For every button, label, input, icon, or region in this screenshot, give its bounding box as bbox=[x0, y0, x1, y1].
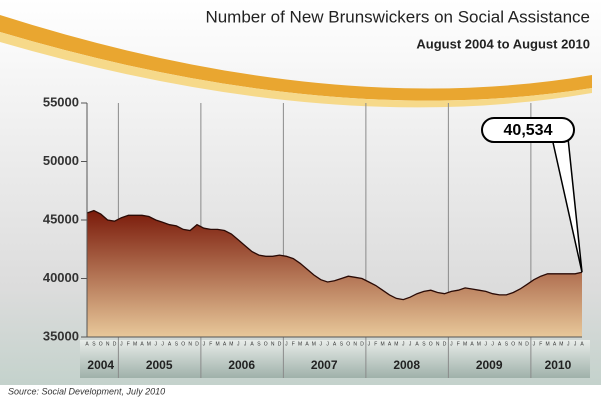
x-tick-label: O bbox=[181, 341, 185, 347]
year-label: 2004 bbox=[87, 358, 114, 372]
x-tick-label: J bbox=[320, 341, 323, 347]
year-label: 2007 bbox=[311, 358, 338, 372]
x-tick-label: J bbox=[485, 341, 488, 347]
x-tick-label: D bbox=[360, 341, 364, 347]
x-tick-label: S bbox=[257, 341, 261, 347]
x-tick-label: M bbox=[381, 341, 385, 347]
x-tick-label: O bbox=[429, 341, 433, 347]
x-tick-label: M bbox=[216, 341, 220, 347]
x-tick-label: M bbox=[477, 341, 481, 347]
callout-box bbox=[481, 117, 575, 143]
value-label: 40,534 bbox=[504, 122, 553, 139]
year-label: 2009 bbox=[476, 358, 503, 372]
x-tick-label: A bbox=[553, 341, 557, 347]
x-tick-label: A bbox=[415, 341, 419, 347]
x-tick-label: D bbox=[525, 341, 529, 347]
x-tick-label: M bbox=[394, 341, 398, 347]
x-tick-label: M bbox=[546, 341, 550, 347]
chart-title: Number of New Brunswickers on Social Ass… bbox=[205, 7, 590, 26]
x-tick-label: A bbox=[168, 341, 172, 347]
area bbox=[87, 210, 582, 337]
x-tick-label: S bbox=[505, 341, 509, 347]
x-tick-label: A bbox=[580, 341, 584, 347]
x-tick-label: D bbox=[278, 341, 282, 347]
area-line bbox=[86, 209, 583, 301]
x-tick-label: F bbox=[457, 341, 460, 347]
x-tick-label: D bbox=[443, 341, 447, 347]
x-tick-label: N bbox=[353, 341, 357, 347]
x-tick-label: M bbox=[229, 341, 233, 347]
x-tick-label: N bbox=[106, 341, 110, 347]
x-tick-label: J bbox=[203, 341, 206, 347]
x-tick-label: A bbox=[223, 341, 227, 347]
x-tick-label: F bbox=[209, 341, 212, 347]
swoosh-light bbox=[0, 32, 592, 108]
x-tick-label: M bbox=[298, 341, 302, 347]
x-tick-label: M bbox=[147, 341, 151, 347]
x-tick-label: A bbox=[250, 341, 254, 347]
x-tick-label: A bbox=[140, 341, 144, 347]
x-tick-label: J bbox=[120, 341, 123, 347]
x-tick-label: O bbox=[99, 341, 103, 347]
x-tick-label: J bbox=[155, 341, 158, 347]
year-label: 2008 bbox=[393, 358, 420, 372]
x-tick-label: A bbox=[388, 341, 392, 347]
year-label: 2010 bbox=[545, 358, 572, 372]
x-tick-label: J bbox=[161, 341, 164, 347]
x-tick-label: J bbox=[533, 341, 536, 347]
x-tick-label: A bbox=[85, 341, 89, 347]
x-tick-label: M bbox=[463, 341, 467, 347]
x-tick-label: F bbox=[292, 341, 295, 347]
x-tick-label: J bbox=[237, 341, 240, 347]
x-tick-label: O bbox=[346, 341, 350, 347]
x-tick-label: D bbox=[195, 341, 199, 347]
x-tick-label: J bbox=[491, 341, 494, 347]
year-band bbox=[80, 340, 590, 378]
x-tick-label: S bbox=[340, 341, 344, 347]
y-tick-label: 45000 bbox=[43, 211, 79, 226]
x-tick-label: N bbox=[518, 341, 522, 347]
x-tick-label: A bbox=[470, 341, 474, 347]
x-tick-label: D bbox=[113, 341, 117, 347]
x-tick-label: F bbox=[127, 341, 130, 347]
x-tick-label: O bbox=[511, 341, 515, 347]
x-tick-label: M bbox=[133, 341, 137, 347]
x-tick-label: J bbox=[244, 341, 247, 347]
y-tick-label: 35000 bbox=[43, 328, 79, 343]
x-tick-label: J bbox=[285, 341, 288, 347]
x-tick-label: S bbox=[175, 341, 179, 347]
source-note: Source: Social Development, July 2010 bbox=[8, 386, 165, 396]
y-tick-label: 55000 bbox=[43, 94, 79, 109]
x-tick-label: J bbox=[402, 341, 405, 347]
x-tick-label: S bbox=[92, 341, 96, 347]
chart-subtitle: August 2004 to August 2010 bbox=[416, 36, 590, 51]
x-tick-label: F bbox=[374, 341, 377, 347]
x-tick-label: N bbox=[188, 341, 192, 347]
x-tick-label: A bbox=[498, 341, 502, 347]
x-tick-label: M bbox=[312, 341, 316, 347]
x-tick-label: J bbox=[450, 341, 453, 347]
year-label: 2005 bbox=[146, 358, 173, 372]
y-tick-label: 40000 bbox=[43, 270, 79, 285]
x-tick-label: J bbox=[574, 341, 577, 347]
x-tick-label: N bbox=[436, 341, 440, 347]
x-tick-label: J bbox=[326, 341, 329, 347]
x-tick-label: A bbox=[333, 341, 337, 347]
x-tick-label: O bbox=[264, 341, 268, 347]
x-tick-label: M bbox=[559, 341, 563, 347]
x-tick-label: J bbox=[368, 341, 371, 347]
x-tick-label: N bbox=[271, 341, 275, 347]
year-label: 2006 bbox=[228, 358, 255, 372]
x-tick-label: S bbox=[422, 341, 426, 347]
swoosh bbox=[0, 15, 592, 101]
y-tick-label: 50000 bbox=[43, 153, 79, 168]
x-tick-label: A bbox=[305, 341, 309, 347]
x-tick-label: F bbox=[539, 341, 542, 347]
x-tick-label: J bbox=[567, 341, 570, 347]
x-tick-label: J bbox=[409, 341, 412, 347]
